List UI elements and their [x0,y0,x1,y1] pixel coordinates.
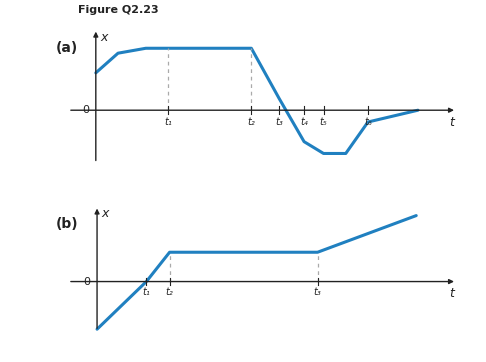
Text: x: x [102,207,109,220]
Text: t₄: t₄ [300,117,308,127]
Text: 0: 0 [83,277,90,287]
Text: t₅: t₅ [320,117,328,127]
Text: (a): (a) [55,41,78,55]
Text: (b): (b) [55,217,78,231]
Text: t₂: t₂ [247,117,255,127]
Text: t: t [449,287,454,300]
Text: x: x [100,30,107,43]
Text: t₆: t₆ [364,117,372,127]
Text: t₃: t₃ [313,287,321,298]
Text: t₃: t₃ [275,117,283,127]
Text: t₁: t₁ [164,117,172,127]
Text: t₁: t₁ [142,287,150,298]
Text: 0: 0 [82,105,89,115]
Text: Figure Q2.23: Figure Q2.23 [78,5,158,14]
Text: t: t [449,116,454,129]
Text: t₂: t₂ [166,287,174,298]
